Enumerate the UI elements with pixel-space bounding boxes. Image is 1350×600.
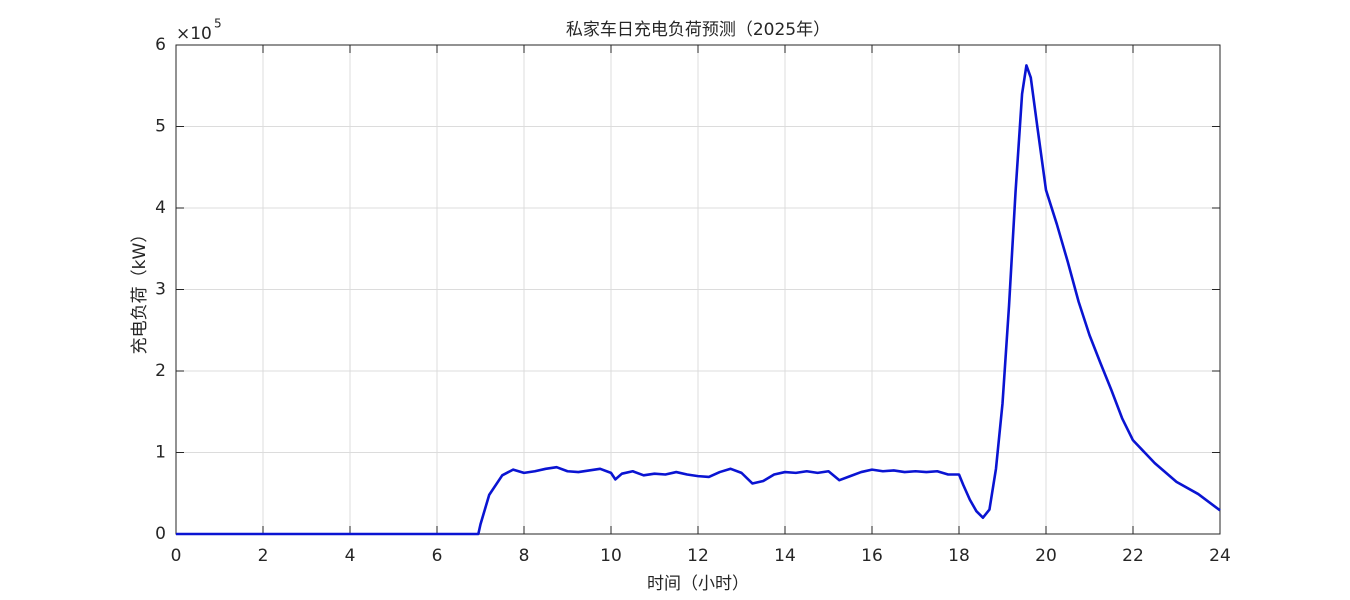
x-tick-label: 22 xyxy=(1122,546,1144,566)
x-tick-label: 12 xyxy=(687,546,709,566)
y-tick-label: 0 xyxy=(155,524,166,544)
y-axis-label: 充电负荷（kW） xyxy=(130,226,150,355)
x-tick-label: 6 xyxy=(432,546,443,566)
x-tick-label: 0 xyxy=(171,546,182,566)
x-tick-label: 4 xyxy=(345,546,356,566)
y-tick-label: 3 xyxy=(155,280,166,300)
x-tick-label: 20 xyxy=(1035,546,1057,566)
y-tick-label: 6 xyxy=(155,35,166,55)
x-axis-label: 时间（小时） xyxy=(647,574,749,594)
plot-frame xyxy=(175,44,1221,535)
x-tick-label: 2 xyxy=(258,546,269,566)
y-scale-base: ×10 xyxy=(176,24,212,44)
x-tick-label: 16 xyxy=(861,546,883,566)
y-tick-label: 1 xyxy=(155,443,166,463)
data-line xyxy=(176,64,1221,536)
y-scale-exponent: 5 xyxy=(214,17,222,31)
x-tick-label: 18 xyxy=(948,546,970,566)
y-tick-label: 4 xyxy=(155,198,166,218)
y-tick-label: 2 xyxy=(155,361,166,381)
chart-title: 私家车日充电负荷预测（2025年） xyxy=(566,20,830,40)
y-tick-label: 5 xyxy=(155,117,166,137)
x-tick-label: 24 xyxy=(1209,546,1231,566)
x-tick-label: 14 xyxy=(774,546,796,566)
x-tick-label: 10 xyxy=(600,546,622,566)
x-tick-label: 8 xyxy=(519,546,530,566)
